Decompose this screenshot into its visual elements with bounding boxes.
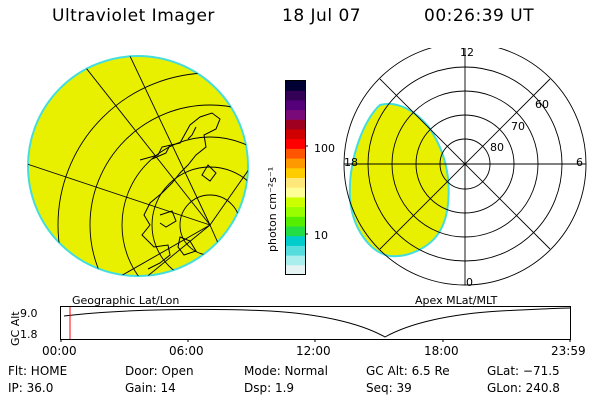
geographic-panel-label: Geographic Lat/Lon bbox=[72, 294, 180, 307]
colorbar bbox=[285, 80, 308, 275]
mlt-label-18: 18 bbox=[344, 156, 358, 169]
colorbar-band bbox=[286, 207, 305, 218]
status-flt: Flt: HOME bbox=[8, 364, 68, 378]
colorbar-band bbox=[286, 119, 305, 130]
mlat-label-70: 70 bbox=[511, 120, 525, 133]
status-mode: Mode: Normal bbox=[244, 364, 328, 378]
status-door: Door: Open bbox=[125, 364, 194, 378]
status-glon: GLon: 240.8 bbox=[487, 381, 560, 395]
colorbar-band bbox=[286, 226, 305, 237]
time-tick-0000: 00:00 bbox=[42, 344, 77, 358]
colorbar-band bbox=[286, 216, 305, 227]
instrument-title: Ultraviolet Imager bbox=[52, 6, 215, 26]
colorbar-band bbox=[286, 90, 305, 101]
status-ip: IP: 36.0 bbox=[8, 381, 54, 395]
colorbar-band bbox=[286, 197, 305, 208]
colorbar-band bbox=[286, 110, 305, 121]
colorbar-band bbox=[286, 178, 305, 189]
colorbar-band bbox=[286, 236, 305, 247]
altitude-curve bbox=[63, 307, 571, 338]
geographic-map-panel bbox=[27, 55, 249, 277]
coastline bbox=[139, 62, 236, 270]
colorbar-band bbox=[286, 81, 305, 92]
colorbar-units-label: photon cm⁻²s⁻¹ bbox=[266, 166, 279, 252]
status-glat: GLat: −71.5 bbox=[487, 364, 560, 378]
altitude-tick-9: 9.0 bbox=[20, 307, 38, 320]
time-tick-1800: 18:00 bbox=[424, 344, 459, 358]
colorbar-band bbox=[286, 129, 305, 140]
colorbar-tick-10: 10 bbox=[314, 229, 328, 242]
date-label: 18 Jul 07 bbox=[282, 6, 362, 26]
status-gc-alt: GC Alt: 6.5 Re bbox=[366, 364, 450, 378]
time-tick-2359: 23:59 bbox=[551, 344, 586, 358]
apex-panel-label: Apex MLat/MLT bbox=[415, 294, 498, 307]
colorbar-band bbox=[286, 158, 305, 169]
altitude-tick-1-8: 1.8 bbox=[20, 328, 38, 341]
colorbar-band bbox=[286, 168, 305, 179]
colorbar-band bbox=[286, 245, 305, 257]
auroral-image-disk bbox=[27, 55, 249, 277]
status-gain: Gain: 14 bbox=[125, 381, 176, 395]
mlt-label-12: 12 bbox=[460, 46, 474, 59]
time-tick-1200: 12:00 bbox=[296, 344, 331, 358]
colorbar-band bbox=[286, 148, 305, 160]
colorbar-tick-100: 100 bbox=[314, 142, 335, 155]
colorbar-band bbox=[286, 255, 305, 266]
colorbar-band bbox=[286, 265, 305, 275]
mlat-label-60: 60 bbox=[535, 98, 549, 111]
auroral-oval-region bbox=[348, 102, 450, 258]
status-dsp: Dsp: 1.9 bbox=[244, 381, 295, 395]
mlt-label-6: 6 bbox=[576, 156, 583, 169]
apex-polar-panel bbox=[343, 48, 587, 286]
mlat-label-80: 80 bbox=[490, 141, 504, 154]
colorbar-band bbox=[286, 100, 305, 111]
polar-grid bbox=[343, 48, 587, 286]
mlt-label-0: 0 bbox=[466, 276, 473, 289]
colorbar-band bbox=[286, 187, 305, 198]
altitude-plot bbox=[60, 306, 571, 342]
colorbar-band bbox=[286, 139, 305, 150]
time-label: 00:26:39 UT bbox=[424, 6, 535, 26]
time-tick-0600: 06:00 bbox=[169, 344, 204, 358]
status-seq: Seq: 39 bbox=[366, 381, 412, 395]
